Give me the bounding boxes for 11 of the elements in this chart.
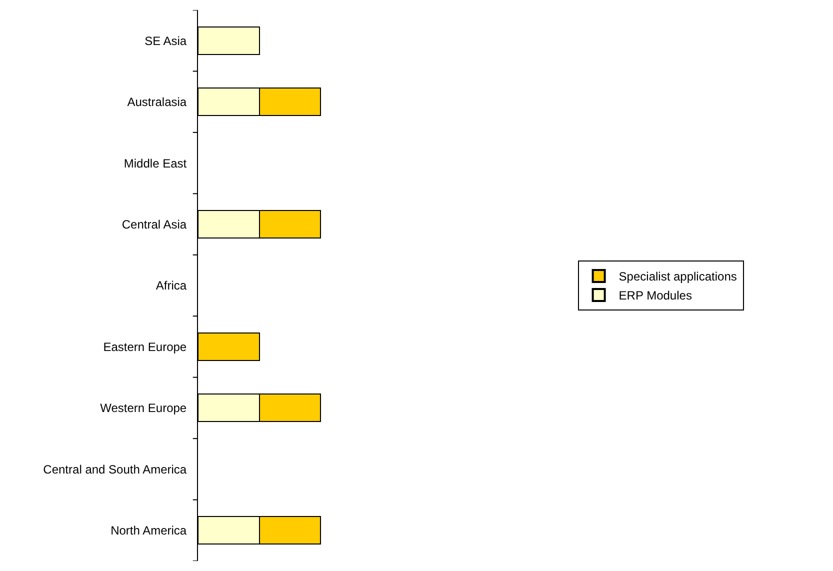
y-tick-label: Australasia — [127, 95, 187, 110]
legend-label: ERP Modules — [618, 288, 692, 303]
y-tick-label: Africa — [156, 278, 187, 293]
y-tick-label: Western Europe — [100, 401, 187, 416]
y-tick-label: Central and South America — [43, 462, 187, 476]
y-tick-label: SE Asia — [144, 34, 187, 48]
legend-label: Specialist applications — [618, 270, 737, 284]
y-tick-label: North America — [110, 524, 187, 538]
y-tick-label: Eastern Europe — [103, 340, 187, 354]
y-tick-label: Middle East — [124, 156, 188, 170]
y-tick-label: Central Asia — [122, 217, 187, 232]
